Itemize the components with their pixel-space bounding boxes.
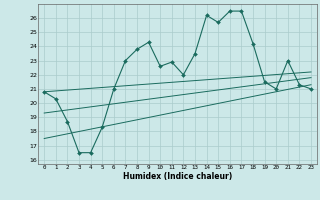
- X-axis label: Humidex (Indice chaleur): Humidex (Indice chaleur): [123, 172, 232, 181]
